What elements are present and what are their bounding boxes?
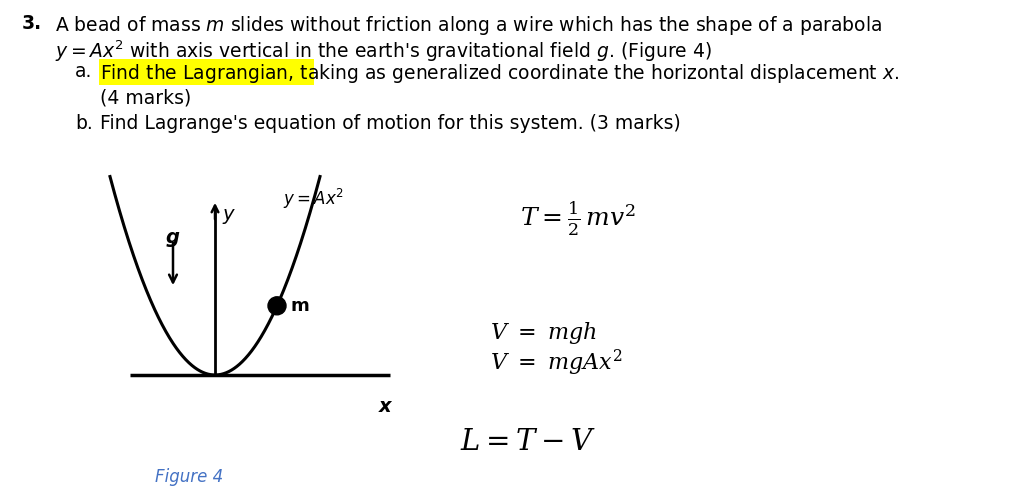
Text: $L = T - V$: $L = T - V$ bbox=[460, 428, 596, 456]
Text: $V\ =\ mgh$: $V\ =\ mgh$ bbox=[490, 320, 597, 346]
Text: a.: a. bbox=[75, 62, 92, 81]
Text: b.: b. bbox=[75, 114, 93, 133]
Text: 3.: 3. bbox=[22, 14, 42, 33]
Text: x: x bbox=[379, 397, 391, 416]
Text: $V\ =\ mgAx^2$: $V\ =\ mgAx^2$ bbox=[490, 348, 623, 378]
Text: $y = Ax^2$ with axis vertical in the earth's gravitational field $\mathit{g}$. (: $y = Ax^2$ with axis vertical in the ear… bbox=[55, 38, 712, 63]
Circle shape bbox=[268, 297, 286, 315]
Text: $y = Ax^2$: $y = Ax^2$ bbox=[283, 187, 344, 211]
Text: A bead of mass $\mathit{m}$ slides without friction along a wire which has the s: A bead of mass $\mathit{m}$ slides witho… bbox=[55, 14, 882, 37]
Text: Find the Lagrangian, taking as generalized coordinate the horizontal displacemen: Find the Lagrangian, taking as generaliz… bbox=[100, 62, 899, 85]
Text: $T= \frac{1}{2}\,mv^2$: $T= \frac{1}{2}\,mv^2$ bbox=[520, 200, 636, 238]
Text: m: m bbox=[290, 297, 309, 315]
FancyBboxPatch shape bbox=[99, 59, 314, 85]
Text: Figure 4: Figure 4 bbox=[155, 468, 223, 486]
Text: g: g bbox=[166, 228, 180, 247]
Text: y: y bbox=[222, 205, 233, 224]
Text: Find Lagrange's equation of motion for this system. (3 marks): Find Lagrange's equation of motion for t… bbox=[100, 114, 681, 133]
Text: (4 marks): (4 marks) bbox=[100, 88, 191, 107]
